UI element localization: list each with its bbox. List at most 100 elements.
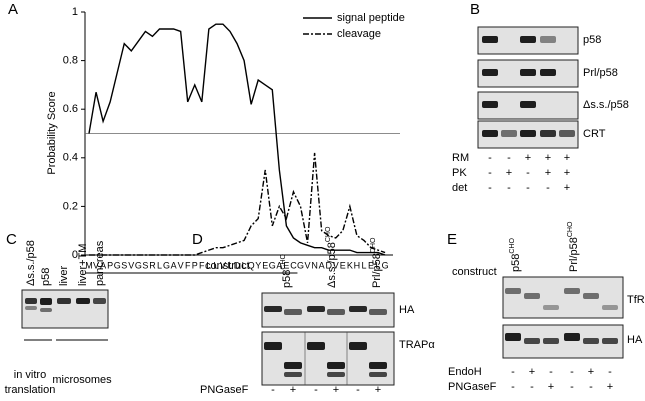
- y-tick-label: 0.2: [63, 200, 78, 212]
- band: [564, 333, 580, 341]
- band: [327, 362, 345, 369]
- lane-label-sup: CHO: [370, 237, 377, 253]
- treatment-mark: +: [333, 384, 339, 396]
- band: [520, 36, 536, 43]
- lane-label: Δs.s./p58: [25, 240, 37, 286]
- condition-mark: +: [564, 167, 570, 179]
- legend-label: cleavage: [337, 28, 381, 40]
- condition-mark: -: [526, 182, 530, 194]
- band: [482, 101, 498, 108]
- band: [524, 293, 540, 299]
- treatment-label: EndoH: [448, 366, 482, 378]
- x-tick-label: H: [354, 260, 361, 270]
- treatment-mark: -: [356, 384, 360, 396]
- lane-label: p58CHO: [509, 238, 522, 272]
- legend-label: signal peptide: [337, 12, 405, 24]
- treatment-mark: -: [608, 366, 612, 378]
- band: [25, 306, 37, 310]
- condition-label: RM: [452, 152, 469, 164]
- x-tick-label: V: [305, 260, 311, 270]
- x-tick-label: A: [319, 260, 325, 270]
- x-tick-label: G: [114, 260, 121, 270]
- band: [482, 130, 498, 137]
- band: [559, 130, 575, 137]
- treatment-mark: +: [290, 384, 296, 396]
- condition-mark: -: [507, 152, 511, 164]
- band: [40, 308, 52, 312]
- band: [264, 306, 282, 312]
- treatment-mark: -: [511, 366, 515, 378]
- x-tick-label: L: [213, 260, 218, 270]
- band: [369, 309, 387, 315]
- condition-mark: -: [546, 182, 550, 194]
- row-label: construct: [452, 266, 497, 278]
- x-tick-label: G: [382, 260, 389, 270]
- band: [264, 342, 282, 350]
- condition-mark: -: [507, 182, 511, 194]
- treatment-mark: -: [314, 384, 318, 396]
- x-tick-label: V: [93, 260, 99, 270]
- band: [520, 130, 536, 137]
- lane-label: p58CHO: [280, 254, 293, 288]
- lane-label-sup: CHO: [280, 254, 287, 270]
- blot: [261, 331, 395, 386]
- band: [543, 305, 559, 310]
- treatment-label: PNGaseF: [200, 384, 249, 396]
- band: [540, 69, 556, 76]
- x-tick-label: A: [171, 260, 177, 270]
- treatment-mark: -: [549, 366, 553, 378]
- x-tick-label: L: [227, 260, 232, 270]
- band: [369, 372, 387, 377]
- lane-label-base: p58: [281, 270, 293, 288]
- band: [482, 36, 498, 43]
- x-tick-label: L: [206, 260, 211, 270]
- band: [40, 298, 52, 305]
- treatment-mark: +: [529, 366, 535, 378]
- x-tick-label: E: [283, 260, 289, 270]
- x-tick-label: C: [290, 260, 297, 270]
- y-tick-label: 1: [72, 6, 78, 18]
- lane-label-sup: CHO: [567, 221, 574, 237]
- treatment-mark: -: [570, 366, 574, 378]
- x-tick-label: P: [107, 260, 113, 270]
- x-tick-label: S: [121, 260, 127, 270]
- treatment-mark: -: [271, 384, 275, 396]
- blot-label: HA: [399, 304, 415, 316]
- panel-label: E: [447, 231, 457, 248]
- blot-label: TfR: [627, 294, 645, 306]
- condition-mark: +: [545, 152, 551, 164]
- band: [93, 298, 106, 304]
- lane-label-base: Prl/p58: [371, 253, 383, 288]
- treatment-mark: +: [588, 366, 594, 378]
- treatment-mark: -: [530, 381, 534, 393]
- band: [583, 293, 599, 299]
- band: [284, 362, 302, 369]
- band: [505, 333, 521, 341]
- x-tick-label: F: [199, 260, 205, 270]
- x-tick-label: K: [347, 260, 353, 270]
- x-tick-label: R: [149, 260, 156, 270]
- x-tick-label: P: [192, 260, 198, 270]
- condition-mark: +: [564, 152, 570, 164]
- band: [25, 298, 37, 304]
- y-tick-label: 0.8: [63, 55, 78, 67]
- band: [307, 342, 325, 350]
- band: [505, 288, 521, 294]
- x-tick-label: V: [220, 260, 226, 270]
- x-tick-label: V: [178, 260, 184, 270]
- group-label: translation: [5, 384, 56, 396]
- x-tick-label: V: [333, 260, 339, 270]
- treatment-mark: -: [589, 381, 593, 393]
- band: [501, 130, 517, 137]
- x-tick-label: A: [100, 260, 106, 270]
- data-line: [88, 23, 386, 256]
- group-label: microsomes: [52, 374, 112, 386]
- blot-label: p58: [583, 34, 601, 46]
- treatment-mark: +: [607, 381, 613, 393]
- band: [307, 306, 325, 312]
- lane-label: liver+TM: [77, 244, 89, 286]
- condition-mark: -: [488, 152, 492, 164]
- band: [543, 338, 559, 344]
- band: [57, 298, 71, 304]
